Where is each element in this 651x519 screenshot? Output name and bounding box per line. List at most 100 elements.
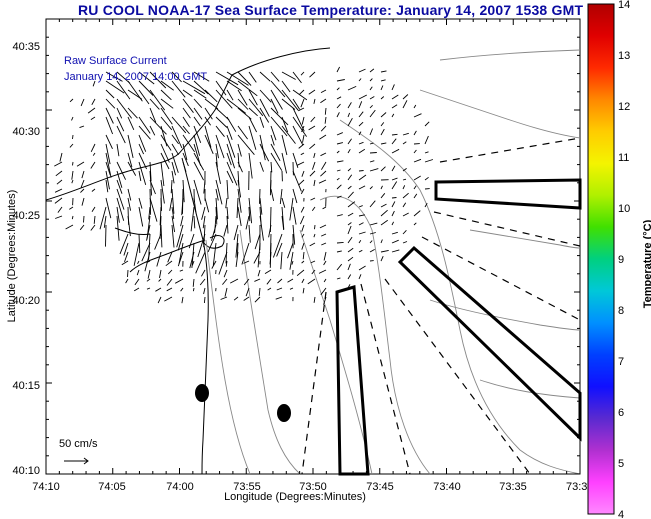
current-vector — [149, 179, 156, 195]
current-vector — [105, 161, 111, 176]
current-vector — [413, 185, 417, 190]
current-vector — [300, 206, 305, 213]
current-vector — [146, 287, 151, 290]
current-vector — [56, 179, 63, 185]
colorbar-tick: 10 — [618, 203, 630, 215]
current-vector — [292, 107, 305, 132]
y-axis-ticks — [46, 18, 580, 475]
current-vector — [391, 177, 398, 181]
current-vector — [237, 125, 248, 140]
current-vector — [391, 138, 397, 145]
radar-beam-boxes — [335, 178, 582, 476]
current-vector — [212, 242, 217, 266]
current-vector — [138, 206, 144, 227]
current-vector — [347, 247, 354, 253]
current-vector — [105, 152, 112, 178]
current-vector — [178, 242, 184, 264]
current-vector — [226, 89, 234, 101]
current-vector — [105, 71, 123, 82]
current-vector — [300, 152, 305, 156]
current-vector — [235, 251, 239, 267]
current-vector — [215, 161, 221, 184]
current-vector — [226, 80, 242, 92]
y-tick-label: 40:20 — [12, 295, 40, 307]
current-vector — [369, 86, 373, 91]
current-vector — [259, 197, 263, 215]
current-vector — [182, 143, 188, 161]
current-vector — [276, 287, 283, 291]
x-axis-label: Longitude (Degrees:Minutes) — [224, 491, 366, 503]
current-vector — [179, 269, 184, 272]
current-vector — [413, 113, 422, 118]
colorbar-tick: 12 — [618, 101, 630, 113]
current-vector — [191, 260, 195, 266]
current-vector — [269, 251, 272, 265]
current-vector — [182, 134, 195, 153]
current-vector — [138, 134, 147, 152]
current-vector — [160, 152, 170, 170]
current-vector — [171, 134, 179, 145]
current-vector — [226, 98, 247, 114]
current-vector — [358, 111, 364, 118]
current-vector — [270, 152, 283, 171]
current-vector — [369, 78, 373, 82]
current-vector — [323, 251, 327, 261]
current-vector — [424, 202, 428, 208]
current-vector — [347, 148, 351, 154]
current-vector — [226, 206, 229, 219]
current-vector — [369, 200, 376, 208]
current-vector — [287, 242, 294, 259]
current-vector — [160, 89, 172, 101]
current-vector — [300, 71, 305, 76]
current-vector — [413, 158, 422, 163]
current-vector — [215, 89, 233, 109]
current-vector — [275, 296, 283, 300]
current-vector — [138, 152, 148, 170]
current-vector — [253, 251, 261, 264]
current-vector — [309, 242, 316, 247]
current-vector — [226, 170, 234, 184]
current-vector — [229, 278, 239, 284]
current-vector — [369, 168, 379, 172]
current-vector — [127, 269, 129, 278]
current-vector — [248, 89, 258, 106]
current-vector — [320, 125, 327, 132]
current-vector — [281, 71, 296, 80]
current-vector — [358, 222, 364, 226]
current-vector — [257, 269, 261, 277]
current-vector — [182, 98, 194, 113]
current-vector — [279, 188, 283, 205]
current-vector — [215, 116, 228, 128]
current-vector — [336, 263, 343, 271]
current-vector — [292, 170, 302, 192]
current-vector — [116, 206, 120, 223]
current-vector — [243, 296, 250, 301]
current-vector — [259, 98, 270, 117]
x-tick-label: 73:45 — [366, 481, 394, 493]
current-vector — [80, 179, 85, 188]
current-vector — [358, 274, 362, 280]
current-vector — [116, 143, 120, 157]
current-vector — [105, 116, 114, 135]
current-vector — [336, 184, 342, 190]
current-vector — [226, 71, 249, 86]
current-vector — [159, 269, 162, 278]
current-vector — [259, 107, 270, 123]
current-vector — [358, 240, 362, 244]
current-vector — [402, 192, 409, 199]
current-vector — [369, 128, 374, 136]
current-vector — [224, 287, 228, 297]
current-vector — [281, 80, 291, 93]
current-vector — [391, 113, 395, 118]
x-tick-label: 73:55 — [233, 481, 261, 493]
current-vector — [336, 87, 340, 91]
current-vector — [281, 134, 288, 156]
x-tick-label: 74:00 — [166, 481, 194, 493]
current-vector — [301, 125, 305, 133]
current-vector — [189, 251, 195, 269]
current-vector — [245, 215, 250, 230]
current-vector — [369, 249, 375, 253]
current-vector — [80, 188, 85, 193]
current-vector — [380, 193, 386, 199]
current-vector — [125, 278, 129, 284]
